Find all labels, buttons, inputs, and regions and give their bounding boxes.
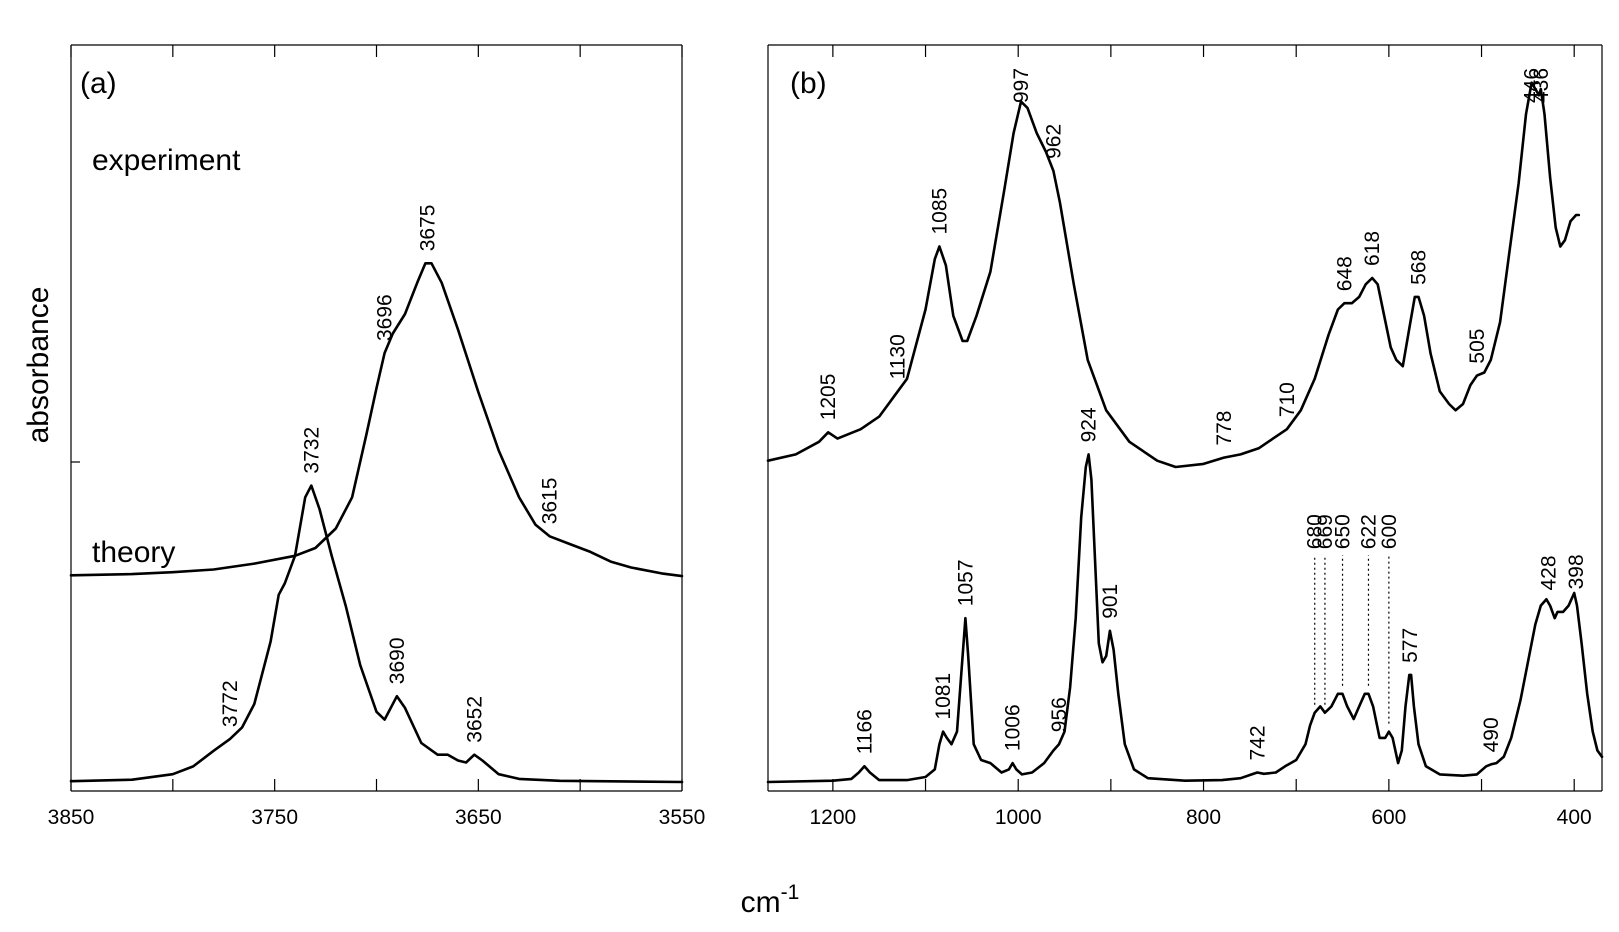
spectrum-trace-experiment bbox=[766, 81, 1581, 469]
x-tick-label: 800 bbox=[1186, 806, 1221, 829]
peak-label: 710 bbox=[1276, 382, 1299, 417]
peak-label: 742 bbox=[1246, 725, 1269, 760]
peak-label: 650 bbox=[1332, 514, 1355, 549]
x-tick-label: 1200 bbox=[810, 806, 857, 829]
x-axis-label-base: cm bbox=[741, 886, 781, 919]
panel-a-labels: (a) experiment 3696 3675 3615 theory 3772 3732 3… bbox=[80, 67, 562, 743]
peak-label: 680 bbox=[1304, 514, 1327, 549]
panel-b-traces bbox=[766, 81, 1604, 784]
x-tick-label: 3550 bbox=[659, 806, 706, 829]
peak-label: 1006 bbox=[1002, 704, 1025, 751]
peak-label: 997 bbox=[1010, 68, 1033, 103]
peak-label: 1205 bbox=[817, 374, 840, 421]
peak-label: 398 bbox=[1565, 554, 1588, 589]
peak-label: 956 bbox=[1048, 697, 1071, 732]
peak-label: 1057 bbox=[954, 559, 977, 606]
y-axis-label: absorbance bbox=[22, 287, 55, 444]
peak-label: 669 bbox=[1314, 514, 1337, 549]
peak-label: 3675 bbox=[416, 205, 439, 252]
peak-label: 577 bbox=[1399, 628, 1422, 663]
spectrum-trace-theory bbox=[766, 453, 1604, 784]
peak-label: 618 bbox=[1361, 231, 1384, 266]
peak-label: 648 bbox=[1333, 256, 1356, 291]
peak-label: 490 bbox=[1480, 717, 1503, 752]
trace-label-experiment: experiment bbox=[92, 144, 241, 177]
peak-label: 436 bbox=[1530, 68, 1553, 103]
panel-b: 1200 1000 800 600 400 (b) 1205 1130 1085 997 962 7… bbox=[766, 44, 1604, 829]
x-tick-label: 400 bbox=[1557, 806, 1592, 829]
x-axis-label: cm-1 bbox=[741, 881, 800, 919]
peak-label: 505 bbox=[1466, 329, 1489, 364]
x-axis-label-exponent: -1 bbox=[781, 881, 800, 904]
peak-label: 3652 bbox=[463, 696, 486, 743]
panel-label: (b) bbox=[790, 67, 827, 100]
peak-label: 622 bbox=[1358, 514, 1381, 549]
peak-label: 600 bbox=[1378, 514, 1401, 549]
panel-a: 3850 3750 3650 3550 (a) experiment 3696 3675 36… bbox=[48, 44, 706, 829]
x-tick-label: 600 bbox=[1371, 806, 1406, 829]
trace-label-theory: theory bbox=[92, 536, 175, 569]
peak-label: 962 bbox=[1042, 124, 1065, 159]
peak-label: 3732 bbox=[300, 427, 323, 474]
peak-label: 901 bbox=[1099, 584, 1122, 619]
peak-label: 3772 bbox=[219, 680, 242, 727]
peak-label: 1130 bbox=[887, 334, 910, 379]
peak-label: 428 bbox=[1537, 555, 1560, 590]
peak-label: 446 bbox=[1521, 68, 1544, 103]
peak-label: 3615 bbox=[539, 478, 562, 525]
panel-label: (a) bbox=[80, 67, 117, 100]
peak-label: 778 bbox=[1213, 411, 1236, 446]
x-tick-label: 1000 bbox=[995, 806, 1042, 829]
peak-label: 924 bbox=[1078, 407, 1101, 442]
panel-a-ticks: 3850 3750 3650 3550 bbox=[48, 45, 706, 829]
spectrum-trace-experiment bbox=[69, 262, 684, 578]
peak-label: 1085 bbox=[928, 188, 951, 235]
peak-label: 568 bbox=[1408, 250, 1431, 285]
panel-b-ticks: 1200 1000 800 600 400 bbox=[810, 45, 1592, 829]
spectrum-trace-theory bbox=[69, 484, 684, 784]
peak-label: 1081 bbox=[932, 673, 955, 720]
peak-label: 1166 bbox=[853, 709, 876, 754]
peak-label: 3696 bbox=[374, 294, 397, 341]
panel-a-traces bbox=[69, 262, 684, 784]
x-tick-label: 3850 bbox=[48, 806, 95, 829]
x-tick-label: 3650 bbox=[455, 806, 502, 829]
peak-label: 3690 bbox=[386, 637, 409, 684]
x-tick-label: 3750 bbox=[251, 806, 298, 829]
